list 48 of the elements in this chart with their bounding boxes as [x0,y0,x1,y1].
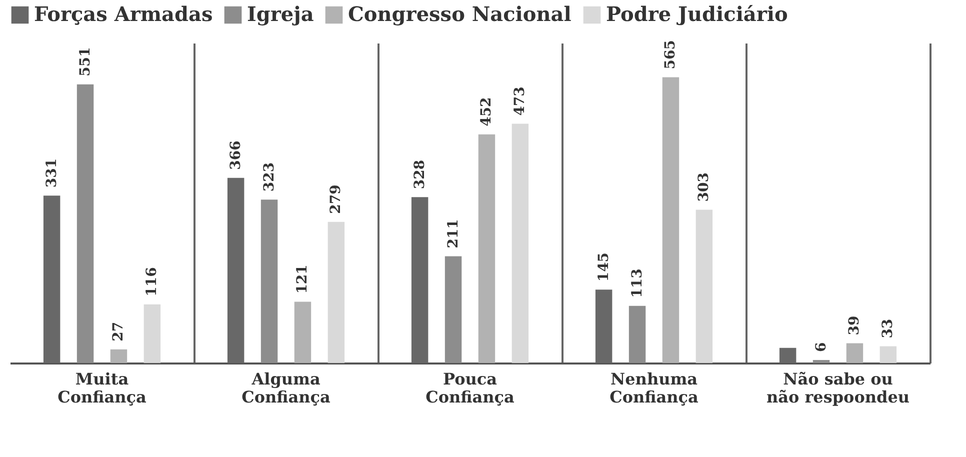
data-label: 452 [478,97,495,126]
bar [43,196,60,363]
legend-label: Podre Judiciário [606,2,788,26]
data-label: 328 [412,160,428,190]
data-label: 323 [261,162,278,192]
bar [696,210,713,363]
data-label: 366 [228,140,244,170]
data-label: 27 [110,322,127,342]
data-label: 113 [629,268,646,298]
bar [779,348,796,363]
data-label: 211 [445,219,462,248]
data-label: 551 [77,47,94,76]
bar [812,360,830,363]
data-label: 6 [813,342,830,352]
data-label: 565 [662,40,679,70]
bar [444,256,462,363]
x-tick-label: Não sabe ou não respoondeu [766,370,910,406]
bar [628,306,646,363]
bar [478,134,496,363]
bar [595,290,612,363]
bar [227,178,244,363]
bar [76,84,94,363]
data-label: 33 [880,318,896,338]
bar [662,77,680,363]
bar [144,304,161,363]
bar [110,349,128,363]
x-tick-label: Muita Confiança [58,370,146,406]
legend-label: Igreja [247,2,314,26]
legend-label: Forças Armadas [34,2,213,26]
legend-label: Congresso Nacional [348,2,572,26]
bar [880,346,897,363]
data-label: 473 [512,86,528,116]
data-label: 303 [696,172,712,202]
bar [846,343,864,363]
bar [260,200,278,363]
bar [328,222,345,363]
bar [512,124,529,363]
bar [294,302,312,363]
data-label: 145 [596,252,612,282]
x-tick-label: Pouca Confiança [426,370,514,406]
data-label: 116 [144,267,160,296]
data-label: 279 [328,184,344,214]
x-tick-label: Alguma Confiança [242,370,330,406]
data-label: 121 [294,264,311,294]
data-label: 331 [44,158,60,188]
data-label: 39 [846,316,863,336]
bar [411,197,428,363]
x-tick-label: Nenhuma Confiança [610,370,698,406]
